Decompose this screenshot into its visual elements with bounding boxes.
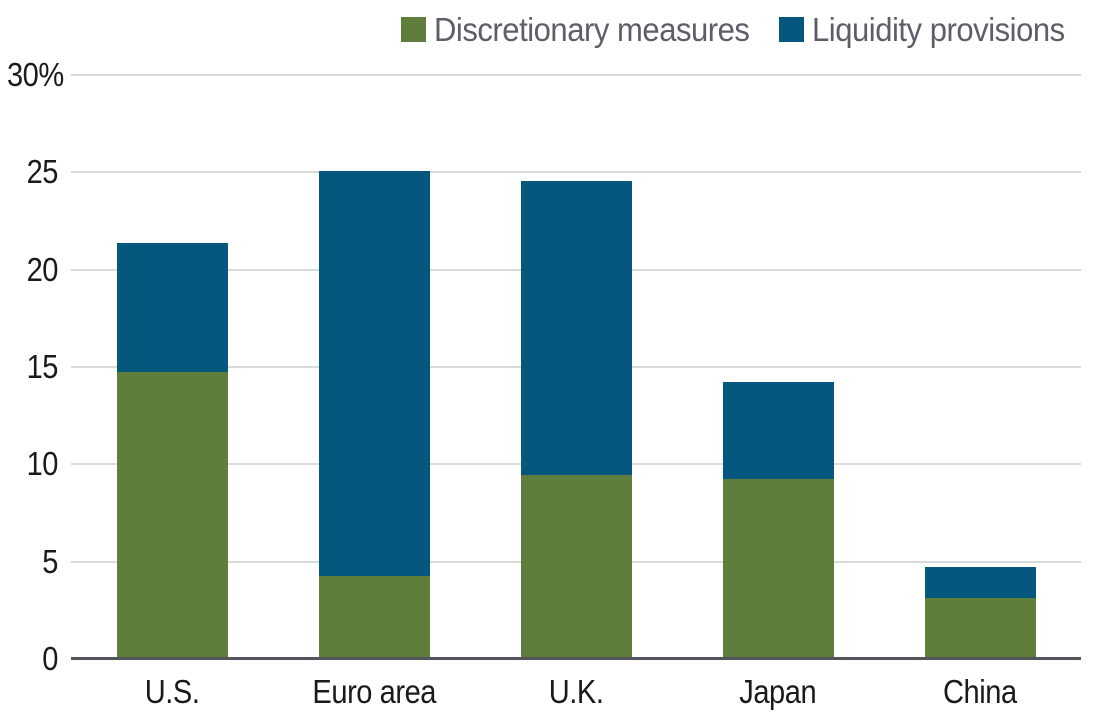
category-label-text: Japan xyxy=(739,673,817,710)
plot-area xyxy=(71,74,1081,660)
stacked-bar-euro-area xyxy=(318,171,430,658)
category-label-euro-area: Euro area xyxy=(273,674,475,710)
gridline-25 xyxy=(71,171,1081,174)
x-axis-category-labels: U.S. Euro area U.K. Japan China xyxy=(71,674,1081,710)
band-u-s- xyxy=(71,74,273,658)
legend-item-discretionary-measures: Discretionary measures xyxy=(400,11,770,48)
band-china xyxy=(879,74,1081,658)
bar-segment-discretionary-measures xyxy=(116,371,228,658)
band-u-k- xyxy=(475,74,677,658)
y-tick-label-5: 5 xyxy=(42,542,58,580)
stacked-bar-u-k- xyxy=(520,181,632,658)
bar-segment-liquidity-provisions xyxy=(318,171,430,577)
legend-label-liquidity-provisions: Liquidity provisions xyxy=(812,11,1065,48)
y-tick-label-15: 15 xyxy=(26,348,59,385)
gridline-30 xyxy=(71,74,1081,76)
band-euro-area xyxy=(273,74,475,658)
band-japan xyxy=(677,74,879,658)
category-label-text: U.S. xyxy=(144,673,200,710)
bar-bands xyxy=(71,74,1081,658)
bar-segment-discretionary-measures xyxy=(318,576,430,658)
y-tick-label-30: 30% xyxy=(6,56,64,93)
category-label-u-s-: U.S. xyxy=(71,674,273,710)
y-tick-label-0: 0 xyxy=(42,640,58,677)
category-label-text: Euro area xyxy=(312,673,436,710)
legend-swatch-liquidity-provisions xyxy=(779,17,805,42)
bar-segment-discretionary-measures xyxy=(722,478,834,658)
y-tick-label-20: 20 xyxy=(26,250,59,288)
stacked-bar-japan xyxy=(722,381,834,658)
legend-label-discretionary-measures: Discretionary measures xyxy=(433,11,750,48)
category-label-text: China xyxy=(943,673,1017,710)
bar-segment-liquidity-provisions xyxy=(116,243,228,372)
x-axis-line xyxy=(71,657,1081,660)
legend-item-liquidity-provisions: Liquidity provisions xyxy=(779,13,1081,46)
stacked-bar-china xyxy=(924,566,1036,658)
y-tick-label-25: 25 xyxy=(26,153,59,191)
legend-swatch-discretionary-measures xyxy=(400,17,426,42)
bar-segment-liquidity-provisions xyxy=(924,566,1036,598)
category-label-china: China xyxy=(879,674,1081,710)
bar-segment-liquidity-provisions xyxy=(722,381,834,479)
bar-segment-discretionary-measures xyxy=(924,597,1036,658)
category-label-u-k-: U.K. xyxy=(475,674,677,710)
bar-segment-discretionary-measures xyxy=(520,475,632,658)
category-label-text: U.K. xyxy=(548,673,604,710)
bar-segment-liquidity-provisions xyxy=(520,181,632,476)
stacked-bar-u-s- xyxy=(116,243,228,658)
category-label-japan: Japan xyxy=(677,674,879,710)
y-tick-label-10: 10 xyxy=(26,445,59,483)
chart-legend: Discretionary measures Liquidity provisi… xyxy=(400,11,1081,48)
